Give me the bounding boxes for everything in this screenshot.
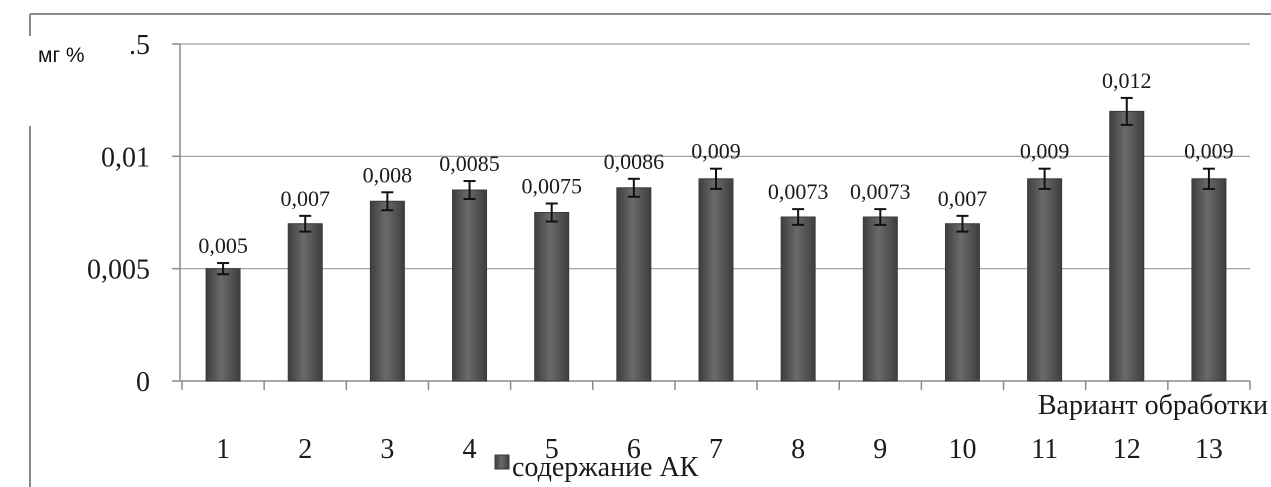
- bar: [616, 187, 652, 382]
- data-labels: 0,005 0,007 0,008 0,0085 0,0075 0,0086 0,009 0,…: [198, 68, 1233, 258]
- legend-swatch: [494, 454, 510, 470]
- x-tick-label: 5: [545, 434, 559, 465]
- data-label: 0,008: [363, 162, 413, 187]
- x-tick-label: 11: [1031, 434, 1058, 465]
- bar: [534, 212, 570, 382]
- bar-series: [205, 110, 1227, 382]
- y-tick-label: 0,01: [101, 142, 150, 173]
- data-label: 0,007: [280, 186, 330, 211]
- data-label: 0,007: [938, 186, 988, 211]
- bar: [1191, 178, 1227, 382]
- x-tick-label: 4: [463, 434, 477, 465]
- data-label: 0,009: [1020, 139, 1070, 164]
- bar: [1109, 110, 1145, 382]
- bar: [944, 223, 980, 382]
- legend: содержание АК: [494, 452, 699, 483]
- y-axis-title: мг %: [38, 44, 85, 67]
- bar: [862, 216, 898, 382]
- legend-label: содержание АК: [512, 452, 699, 483]
- data-label: 0,0073: [850, 179, 911, 204]
- x-tick-label: 13: [1195, 434, 1223, 465]
- bar: [780, 216, 816, 382]
- data-label: 0,009: [1184, 139, 1234, 164]
- bar: [369, 200, 405, 382]
- bar: [698, 178, 734, 382]
- y-tick-labels: 0 0,005 0,01 .5: [87, 30, 150, 398]
- data-label: 0,0075: [521, 174, 582, 199]
- y-tick-label: .5: [129, 30, 150, 61]
- bar: [452, 189, 488, 382]
- x-axis-title: Вариант обработки: [1038, 390, 1268, 421]
- x-tick-label: 12: [1113, 434, 1141, 465]
- data-label: 0,0086: [604, 149, 665, 174]
- x-tick-label: 8: [791, 434, 805, 465]
- data-label: 0,005: [198, 233, 248, 258]
- x-tick-label: 1: [216, 434, 230, 465]
- bar: [205, 268, 241, 382]
- y-tick-label: 0: [136, 367, 150, 398]
- x-tick-label: 7: [709, 434, 723, 465]
- x-tick-label: 10: [948, 434, 976, 465]
- x-tick-label: 2: [298, 434, 312, 465]
- bar: [1027, 178, 1063, 382]
- x-tick-labels: 1 2 3 4 5 6 7 8 9 10 11 12 13: [216, 434, 1223, 465]
- data-label: 0,0085: [439, 151, 500, 176]
- data-label: 0,0073: [768, 179, 829, 204]
- bar: [287, 223, 323, 382]
- x-tick-label: 6: [627, 434, 641, 465]
- error-bars: [217, 96, 1215, 276]
- data-label: 0,009: [691, 139, 741, 164]
- x-tick-label: 3: [380, 434, 394, 465]
- y-tick-label: 0,005: [87, 255, 150, 286]
- data-label: 0,012: [1102, 68, 1152, 93]
- x-tick-label: 9: [873, 434, 887, 465]
